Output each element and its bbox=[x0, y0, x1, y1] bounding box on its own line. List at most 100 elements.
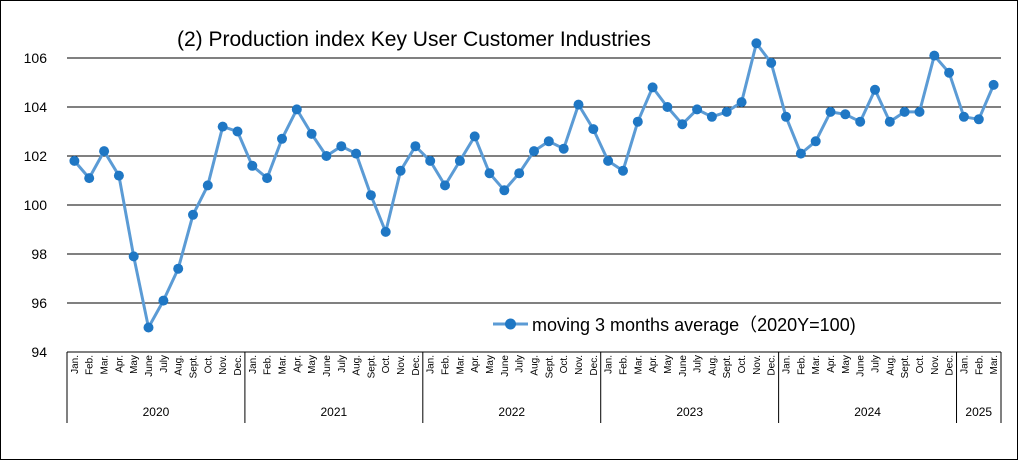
data-point bbox=[988, 79, 999, 90]
month-label: Oct. bbox=[737, 355, 748, 373]
month-label: June bbox=[322, 355, 333, 377]
month-label: Apr. bbox=[470, 355, 481, 373]
month-label: Dec. bbox=[767, 355, 778, 376]
data-point bbox=[351, 148, 362, 159]
data-point bbox=[781, 111, 791, 122]
data-point bbox=[336, 141, 347, 152]
month-label: Feb. bbox=[263, 355, 274, 375]
data-point bbox=[395, 165, 406, 176]
year-label: 2022 bbox=[498, 405, 525, 419]
month-label: Apr. bbox=[292, 355, 303, 373]
data-point bbox=[158, 295, 169, 306]
data-point bbox=[870, 84, 880, 95]
legend-label: moving 3 months average（2020Y=100) bbox=[532, 315, 856, 335]
data-point bbox=[262, 173, 273, 184]
data-point bbox=[662, 102, 673, 112]
month-label: Aug. bbox=[174, 355, 185, 376]
data-point bbox=[795, 148, 806, 159]
month-label: Sept. bbox=[544, 355, 555, 378]
data-point bbox=[884, 116, 895, 127]
data-point bbox=[973, 114, 984, 125]
month-label: Aug. bbox=[352, 355, 363, 376]
data-point bbox=[944, 67, 955, 78]
month-label: Feb. bbox=[796, 355, 807, 375]
month-label: Sept. bbox=[366, 355, 377, 378]
data-point bbox=[291, 104, 302, 115]
data-point bbox=[677, 119, 688, 130]
data-point bbox=[128, 251, 139, 262]
data-point bbox=[573, 99, 584, 110]
month-label: Aug. bbox=[530, 355, 541, 376]
data-point bbox=[618, 165, 628, 176]
data-point bbox=[277, 133, 287, 144]
month-label: May bbox=[307, 355, 318, 374]
month-label: Nov. bbox=[218, 355, 229, 375]
legend-marker bbox=[505, 318, 516, 330]
month-label: Mar. bbox=[633, 355, 644, 374]
data-point bbox=[558, 143, 569, 154]
data-point bbox=[958, 111, 969, 122]
month-label: Feb. bbox=[441, 355, 452, 375]
month-label: Jan. bbox=[604, 355, 615, 374]
year-label: 2023 bbox=[676, 405, 703, 419]
gridlines bbox=[67, 57, 1001, 304]
month-label: Aug. bbox=[707, 355, 718, 376]
month-label: Mar. bbox=[989, 355, 1000, 374]
data-point bbox=[810, 136, 821, 147]
data-point bbox=[855, 116, 866, 127]
month-label: Feb. bbox=[618, 355, 629, 375]
month-label: May bbox=[129, 355, 140, 374]
data-point bbox=[751, 38, 762, 49]
month-label: Mar. bbox=[277, 355, 288, 374]
month-label: Dec. bbox=[233, 355, 244, 376]
data-point bbox=[202, 180, 213, 191]
month-label: July bbox=[515, 355, 526, 373]
data-point bbox=[603, 155, 614, 166]
year-label: 2025 bbox=[965, 405, 992, 419]
data-point bbox=[914, 106, 925, 117]
data-point bbox=[899, 106, 910, 117]
data-point bbox=[588, 124, 599, 135]
series-layer bbox=[69, 38, 999, 333]
y-tick-label: 104 bbox=[24, 99, 48, 115]
month-label: Dec. bbox=[589, 355, 600, 376]
month-label: Mar. bbox=[100, 355, 111, 374]
data-point bbox=[247, 160, 258, 171]
month-label: June bbox=[500, 355, 511, 377]
data-point bbox=[410, 141, 421, 152]
data-point bbox=[454, 155, 465, 166]
data-point bbox=[514, 168, 525, 179]
month-label: Jan. bbox=[248, 355, 259, 374]
data-point bbox=[706, 111, 717, 122]
data-point bbox=[232, 126, 243, 137]
y-tick-label: 98 bbox=[31, 246, 47, 262]
data-point bbox=[529, 146, 539, 157]
data-point bbox=[217, 121, 228, 132]
y-axis-ticks: 94 96 98 100 102 104 106 bbox=[24, 50, 48, 360]
data-point bbox=[306, 128, 317, 139]
data-point bbox=[113, 170, 124, 181]
data-point bbox=[188, 209, 198, 220]
month-label: Feb. bbox=[974, 355, 985, 375]
month-label: Nov. bbox=[396, 355, 407, 375]
data-point bbox=[692, 104, 703, 115]
month-label: July bbox=[693, 355, 704, 373]
month-label: Oct. bbox=[559, 355, 570, 373]
month-label: Nov. bbox=[752, 355, 763, 375]
y-tick-label: 102 bbox=[24, 148, 48, 164]
month-label: Nov. bbox=[574, 355, 585, 375]
month-label: May bbox=[485, 355, 496, 374]
month-label: Oct. bbox=[203, 355, 214, 373]
month-label: Sept. bbox=[189, 355, 200, 378]
data-point bbox=[647, 82, 658, 93]
year-label: 2020 bbox=[143, 405, 170, 419]
data-point bbox=[469, 131, 480, 142]
month-label: Jan. bbox=[959, 355, 970, 374]
y-tick-label: 96 bbox=[31, 295, 47, 311]
data-point bbox=[825, 106, 836, 117]
month-label: Jan. bbox=[782, 355, 793, 374]
data-point bbox=[321, 151, 332, 161]
data-point bbox=[929, 50, 940, 61]
data-point bbox=[425, 155, 436, 166]
